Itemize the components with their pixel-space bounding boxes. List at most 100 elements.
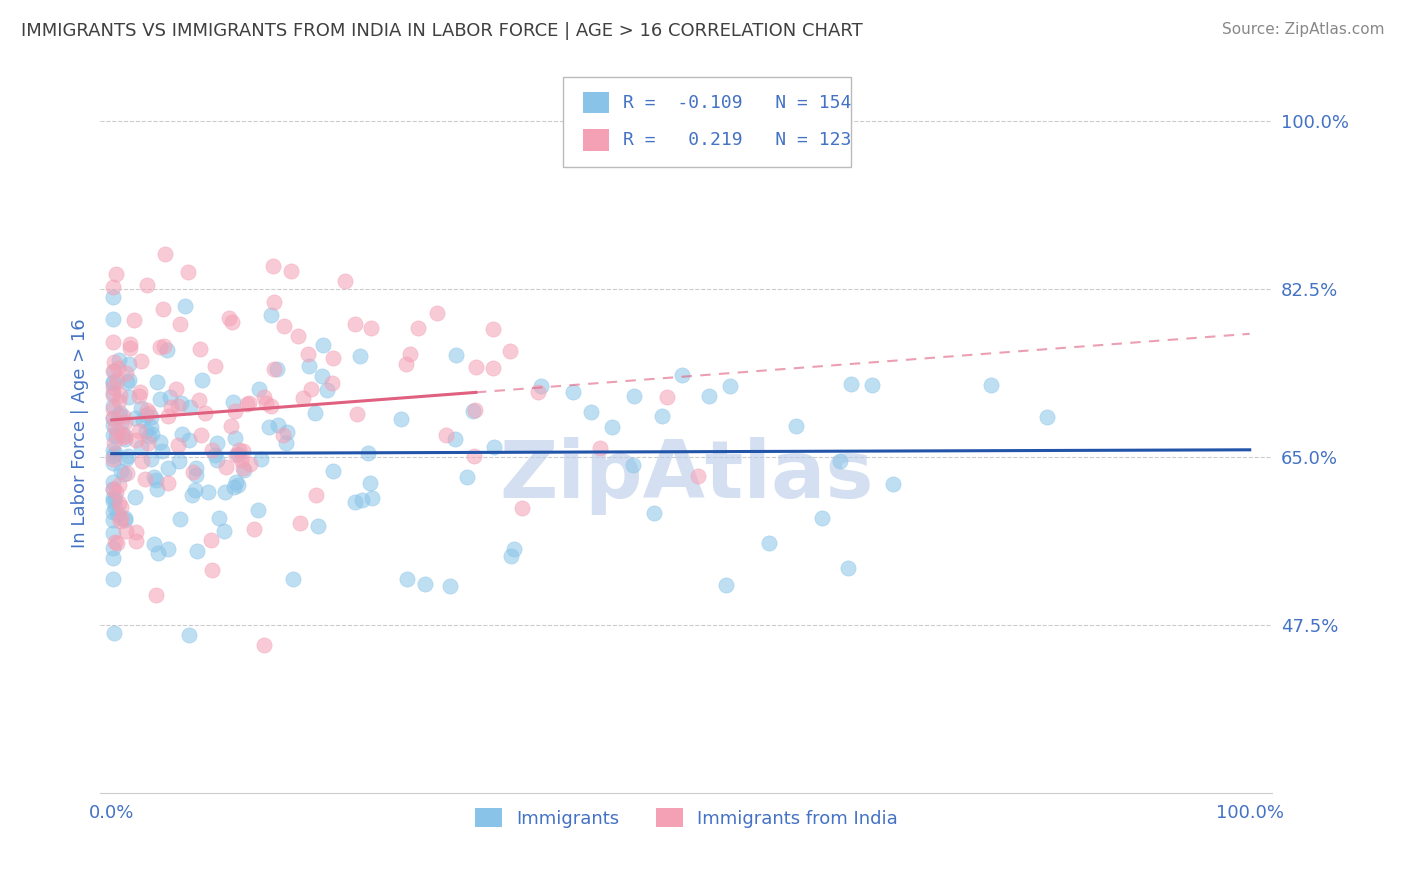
Point bbox=[263, 362, 285, 376]
Point bbox=[101, 385, 124, 400]
Point bbox=[108, 352, 131, 367]
Point bbox=[350, 492, 373, 507]
Point bbox=[225, 448, 247, 462]
Point bbox=[651, 409, 673, 423]
Point bbox=[281, 572, 304, 586]
Point bbox=[129, 354, 152, 368]
Point bbox=[643, 506, 665, 520]
Point bbox=[101, 279, 124, 293]
Point bbox=[110, 406, 132, 420]
Point bbox=[226, 447, 249, 461]
Point bbox=[101, 513, 124, 527]
Point bbox=[233, 463, 256, 477]
Point bbox=[464, 402, 486, 417]
Point bbox=[186, 544, 208, 558]
Point bbox=[882, 477, 904, 491]
Point bbox=[101, 504, 124, 518]
Point bbox=[201, 563, 224, 577]
Point bbox=[167, 399, 190, 413]
Point bbox=[208, 511, 231, 525]
Point bbox=[104, 267, 127, 281]
Point bbox=[298, 359, 321, 374]
Point bbox=[118, 373, 141, 387]
Point bbox=[271, 428, 294, 442]
Point bbox=[101, 494, 124, 508]
Point bbox=[110, 500, 132, 514]
Point bbox=[103, 364, 125, 378]
Point bbox=[333, 274, 356, 288]
Point bbox=[110, 511, 132, 525]
Point bbox=[562, 384, 585, 399]
Point bbox=[232, 461, 254, 475]
Point bbox=[103, 436, 125, 450]
Point bbox=[600, 420, 623, 434]
Point bbox=[114, 511, 136, 525]
Text: IMMIGRANTS VS IMMIGRANTS FROM INDIA IN LABOR FORCE | AGE > 16 CORRELATION CHART: IMMIGRANTS VS IMMIGRANTS FROM INDIA IN L… bbox=[21, 22, 863, 40]
Point bbox=[124, 411, 146, 425]
Point bbox=[200, 533, 222, 547]
Point bbox=[280, 264, 302, 278]
Point bbox=[134, 472, 156, 486]
Point bbox=[104, 491, 127, 505]
Point bbox=[260, 399, 283, 413]
Point bbox=[655, 391, 678, 405]
Point bbox=[343, 317, 366, 331]
Point bbox=[125, 524, 148, 539]
Point bbox=[145, 375, 167, 389]
Point bbox=[218, 311, 240, 326]
Point bbox=[149, 392, 172, 407]
Point bbox=[118, 342, 141, 356]
Point bbox=[288, 516, 311, 530]
Point bbox=[200, 443, 222, 458]
Point bbox=[204, 359, 226, 373]
Point bbox=[461, 403, 484, 417]
Point bbox=[839, 377, 862, 392]
Point bbox=[104, 500, 127, 515]
Point bbox=[266, 362, 288, 376]
Point bbox=[249, 452, 271, 467]
Point bbox=[188, 343, 211, 357]
Point bbox=[312, 338, 335, 352]
Point bbox=[138, 406, 160, 420]
Point bbox=[205, 436, 228, 450]
Point bbox=[247, 382, 270, 396]
Point bbox=[114, 513, 136, 527]
Point bbox=[224, 475, 246, 489]
Point bbox=[101, 375, 124, 389]
Point bbox=[389, 412, 412, 426]
Point bbox=[837, 560, 859, 574]
Point bbox=[107, 394, 129, 409]
Point bbox=[107, 361, 129, 376]
Point bbox=[101, 334, 124, 349]
Point bbox=[128, 424, 150, 438]
Point bbox=[194, 406, 217, 420]
Point bbox=[359, 475, 381, 490]
Point bbox=[110, 464, 132, 478]
Point bbox=[146, 545, 169, 559]
Point bbox=[184, 461, 207, 475]
Point bbox=[180, 487, 202, 501]
Point bbox=[145, 588, 167, 602]
Point bbox=[129, 401, 152, 415]
Point bbox=[235, 397, 257, 411]
Point bbox=[229, 453, 252, 467]
Point bbox=[131, 454, 153, 468]
Point bbox=[152, 301, 174, 316]
FancyBboxPatch shape bbox=[583, 92, 609, 113]
Point bbox=[131, 440, 153, 454]
Point bbox=[224, 480, 246, 494]
Point bbox=[456, 470, 478, 484]
Point bbox=[141, 452, 163, 467]
Point bbox=[101, 456, 124, 470]
Point bbox=[243, 522, 266, 536]
Point bbox=[160, 400, 183, 414]
Point bbox=[179, 400, 201, 414]
Point bbox=[141, 409, 163, 424]
Point bbox=[132, 413, 155, 427]
Point bbox=[103, 417, 125, 432]
Point bbox=[103, 355, 125, 369]
Point bbox=[527, 385, 550, 400]
Point bbox=[197, 484, 219, 499]
Point bbox=[257, 419, 280, 434]
Point bbox=[172, 426, 194, 441]
